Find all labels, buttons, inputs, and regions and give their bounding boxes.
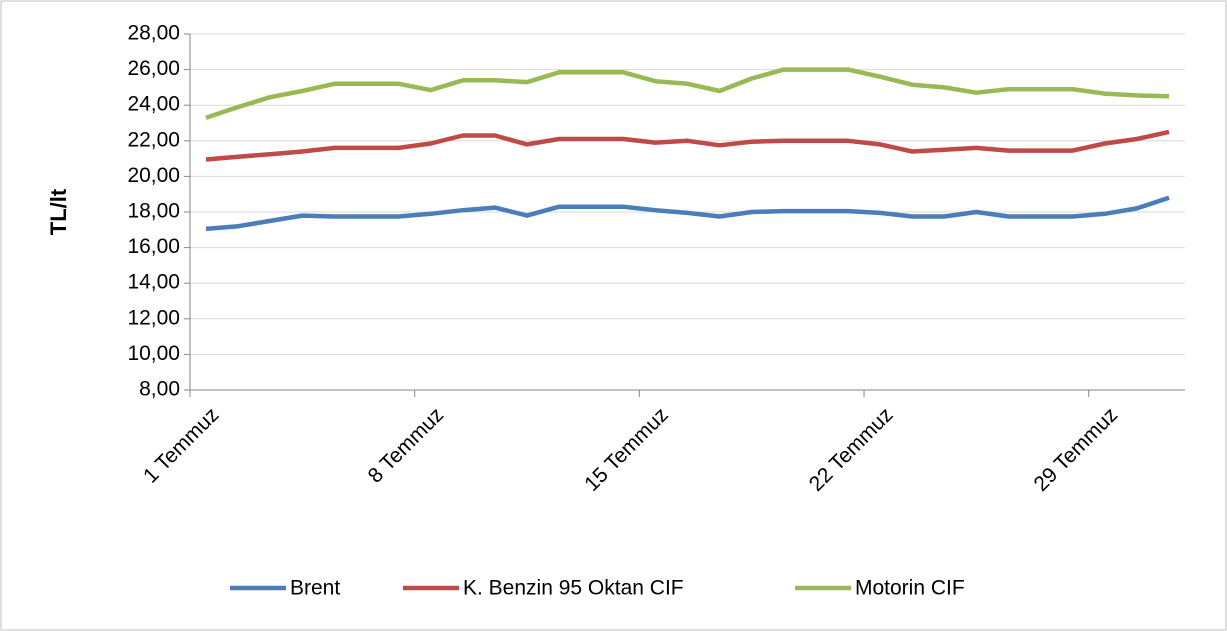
y-tick-label: 8,00 — [139, 378, 180, 401]
y-axis-label: TL/lt — [46, 188, 71, 235]
legend-label: K. Benzin 95 Oktan CIF — [463, 577, 684, 600]
legend-label: Motorin CIF — [855, 577, 965, 600]
y-tick-label: 20,00 — [127, 164, 180, 187]
y-tick-label: 28,00 — [127, 22, 180, 45]
y-tick-label: 12,00 — [127, 306, 180, 329]
y-tick-label: 26,00 — [127, 57, 180, 80]
series-line — [205, 129, 1170, 162]
series-line — [205, 67, 1170, 120]
y-tick-label: 18,00 — [127, 200, 180, 223]
legend-label: Brent — [290, 577, 340, 600]
y-tick-label: 24,00 — [127, 93, 180, 116]
y-tick-label: 10,00 — [127, 342, 180, 365]
y-tick-label: 22,00 — [127, 128, 180, 151]
series-line — [205, 195, 1170, 232]
y-tick-label: 14,00 — [127, 271, 180, 294]
y-tick-label: 16,00 — [127, 235, 180, 258]
